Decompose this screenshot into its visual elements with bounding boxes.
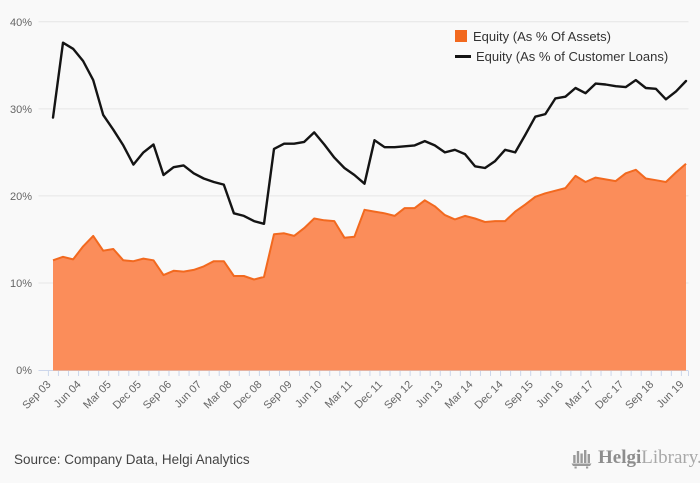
- line-series-swatch-icon: [455, 54, 471, 58]
- legend: Equity (As % Of Assets) Equity (As % of …: [455, 26, 668, 66]
- series-area-edge-equity-assets: [52, 162, 687, 281]
- x-tick-label: Jun 04: [52, 379, 84, 411]
- x-tick-label: Sep 18: [623, 379, 656, 412]
- x-tick-label: Jun 16: [534, 379, 566, 411]
- x-tick-label: Mar 14: [443, 379, 476, 412]
- legend-item-equity-assets[interactable]: Equity (As % Of Assets): [455, 26, 668, 46]
- x-tick-label: Sep 06: [141, 379, 174, 412]
- y-tick-label: 20%: [10, 191, 32, 203]
- series-line-equity-customer-loans: [51, 41, 688, 225]
- bar-chart-logo-icon: [571, 450, 592, 469]
- x-tick-label: Mar 11: [323, 379, 355, 411]
- legend-label-equity-loans: Equity (As % of Customer Loans): [476, 48, 669, 64]
- series-area-equity-assets: [53, 163, 686, 371]
- logo-suffix-text: Library.: [641, 447, 700, 468]
- x-tick-label: Sep 03: [20, 379, 53, 412]
- logo-brand-text: Helgi: [598, 447, 642, 468]
- x-tick-label: Dec 17: [593, 379, 626, 412]
- area-series-swatch-icon: [455, 30, 467, 42]
- legend-label-equity-assets: Equity (As % Of Assets): [473, 28, 611, 44]
- x-tick-label: Mar 05: [81, 379, 114, 412]
- source-note: Source: Company Data, Helgi Analytics: [14, 452, 250, 467]
- y-tick-label: 10%: [10, 278, 32, 290]
- legend-item-equity-loans[interactable]: Equity (As % of Customer Loans): [455, 46, 668, 66]
- x-tick-label: Jun 10: [293, 379, 325, 411]
- x-tick-label: Dec 08: [231, 379, 264, 412]
- x-tick-label: Jun 13: [414, 379, 446, 411]
- x-tick-label: Sep 12: [382, 379, 415, 412]
- x-tick-label: Dec 11: [353, 379, 386, 412]
- y-tick-label: 40%: [10, 17, 32, 29]
- x-tick-label: Mar 17: [563, 379, 596, 412]
- y-tick-label: 0%: [16, 365, 32, 377]
- y-tick-label: 30%: [10, 104, 32, 116]
- x-tick-label: Jun 19: [655, 379, 687, 411]
- x-tick-label: Sep 15: [503, 379, 536, 412]
- helgi-library-logo[interactable]: HelgiLibrary.: [570, 446, 700, 470]
- y-axis-labels: 0% 10% 20% 30% 40%: [10, 17, 32, 377]
- x-tick-label: Mar 08: [202, 379, 235, 412]
- x-axis: [38, 370, 689, 376]
- x-tick-label: Dec 14: [473, 379, 506, 412]
- x-tick-label: Sep 09: [262, 379, 295, 412]
- x-tick-label: Jun 07: [172, 379, 204, 411]
- x-tick-label: Dec 05: [111, 379, 144, 412]
